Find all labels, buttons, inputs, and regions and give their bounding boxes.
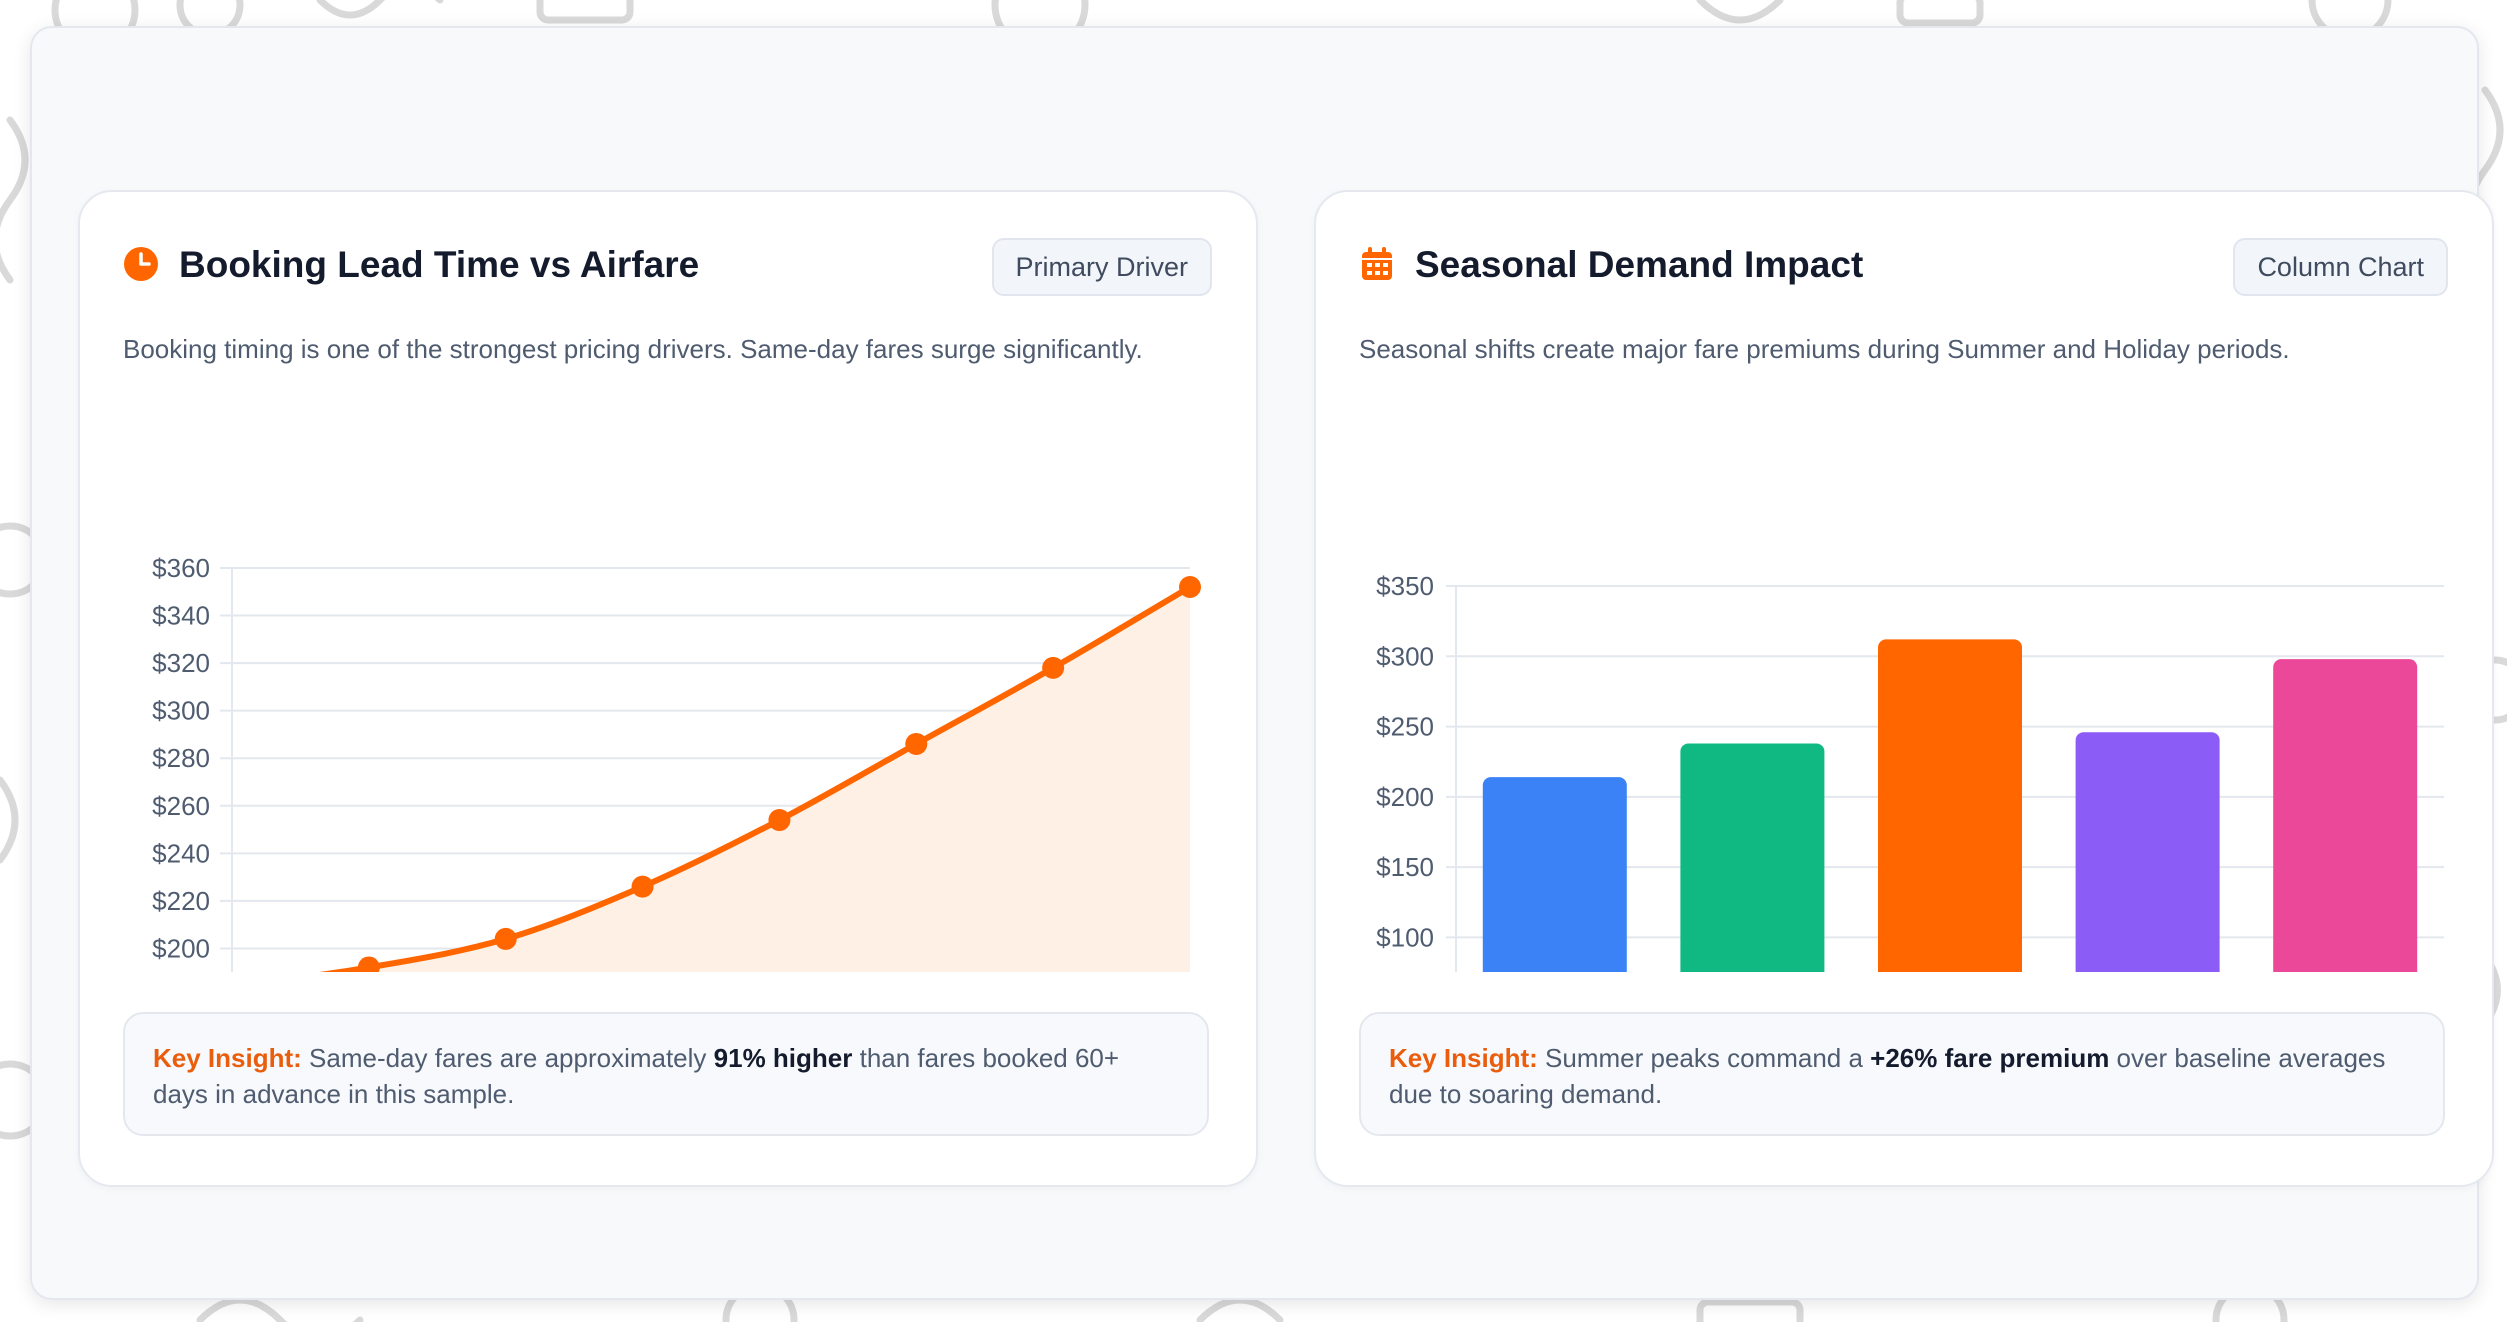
doodle-squiggle xyxy=(0,116,29,284)
key-insight-text: than fares booked 60+ days in advance in… xyxy=(153,1043,1120,1109)
lead-time-line-chart: $180$200$220$240$260$280$300$320$340$360… xyxy=(152,553,1201,972)
primary-driver-badge: Primary Driver xyxy=(991,238,1212,296)
y-tick-label: $240 xyxy=(152,838,210,868)
key-insight-box: Key Insight: Summer peaks command a +26%… xyxy=(1359,1012,2445,1136)
doodle-squiggle xyxy=(196,1296,364,1322)
doodle-box xyxy=(1896,0,1984,27)
bar xyxy=(1482,777,1627,972)
key-insight-box: Key Insight: Same-day fares are approxim… xyxy=(123,1012,1209,1136)
lead-time-card: Booking Lead Time vs Airfare Primary Dri… xyxy=(78,190,1258,1187)
bar xyxy=(1680,743,1825,972)
seasonal-bar-chart: $0$50$100$150$200$250$300$350WinterSprin… xyxy=(1376,571,2444,972)
y-tick-label: $320 xyxy=(152,648,210,678)
y-tick-label: $280 xyxy=(152,743,210,773)
doodle-squiggle xyxy=(0,776,19,864)
y-tick-label: $360 xyxy=(152,553,210,583)
key-insight-text: Same-day fares are approximately xyxy=(301,1043,714,1073)
seasonal-demand-card: Seasonal Demand Impact Column Chart Seas… xyxy=(1314,190,2494,1187)
data-point xyxy=(357,956,380,972)
doodle-box xyxy=(1696,1298,1804,1322)
bar xyxy=(2075,732,2220,972)
y-tick-label: $350 xyxy=(1376,571,1434,601)
data-point xyxy=(631,875,654,898)
data-point xyxy=(1179,576,1201,599)
data-point xyxy=(494,927,517,950)
column-chart-badge: Column Chart xyxy=(2233,238,2448,296)
bar xyxy=(1878,639,2022,972)
key-insight-text: over baseline averages due to soaring de… xyxy=(1389,1043,2386,1109)
clock-icon xyxy=(124,247,158,281)
data-point xyxy=(905,732,928,755)
bar xyxy=(2273,659,2418,972)
line-area-fill xyxy=(340,587,1190,972)
key-insight-highlight: 91% higher xyxy=(713,1043,853,1073)
y-tick-label: $300 xyxy=(152,696,210,726)
card-title: Booking Lead Time vs Airfare xyxy=(179,244,700,285)
y-tick-label: $220 xyxy=(152,886,210,916)
y-tick-label: $250 xyxy=(1376,712,1434,742)
key-insight-highlight: +26% fare premium xyxy=(1870,1043,2110,1073)
dashboard-panel: Booking Lead Time vs Airfare Primary Dri… xyxy=(30,26,2494,1300)
doodle-box xyxy=(536,0,634,24)
data-point xyxy=(768,809,791,832)
doodle-squiggle xyxy=(1696,0,1784,24)
y-tick-label: $200 xyxy=(152,933,210,963)
card-subtitle: Booking timing is one of the strongest p… xyxy=(123,334,1143,364)
card-subtitle: Seasonal shifts create major fare premiu… xyxy=(1359,334,2290,364)
series-line xyxy=(319,584,1193,972)
key-insight-text: Summer peaks command a xyxy=(1537,1043,1871,1073)
doodle-squiggle xyxy=(1196,1296,1284,1322)
key-insight-label: Key Insight: xyxy=(153,1043,302,1073)
y-tick-label: $100 xyxy=(1376,922,1434,952)
y-tick-label: $150 xyxy=(1376,852,1434,882)
key-insight-label: Key Insight: xyxy=(1389,1043,1538,1073)
data-point xyxy=(1042,656,1065,679)
y-tick-label: $340 xyxy=(152,601,210,631)
y-tick-label: $300 xyxy=(1376,641,1434,671)
y-tick-label: $200 xyxy=(1376,782,1434,812)
y-tick-label: $260 xyxy=(152,791,210,821)
calendar-icon xyxy=(1362,247,1392,280)
card-title: Seasonal Demand Impact xyxy=(1415,244,1864,285)
doodle-squiggle xyxy=(316,0,444,19)
